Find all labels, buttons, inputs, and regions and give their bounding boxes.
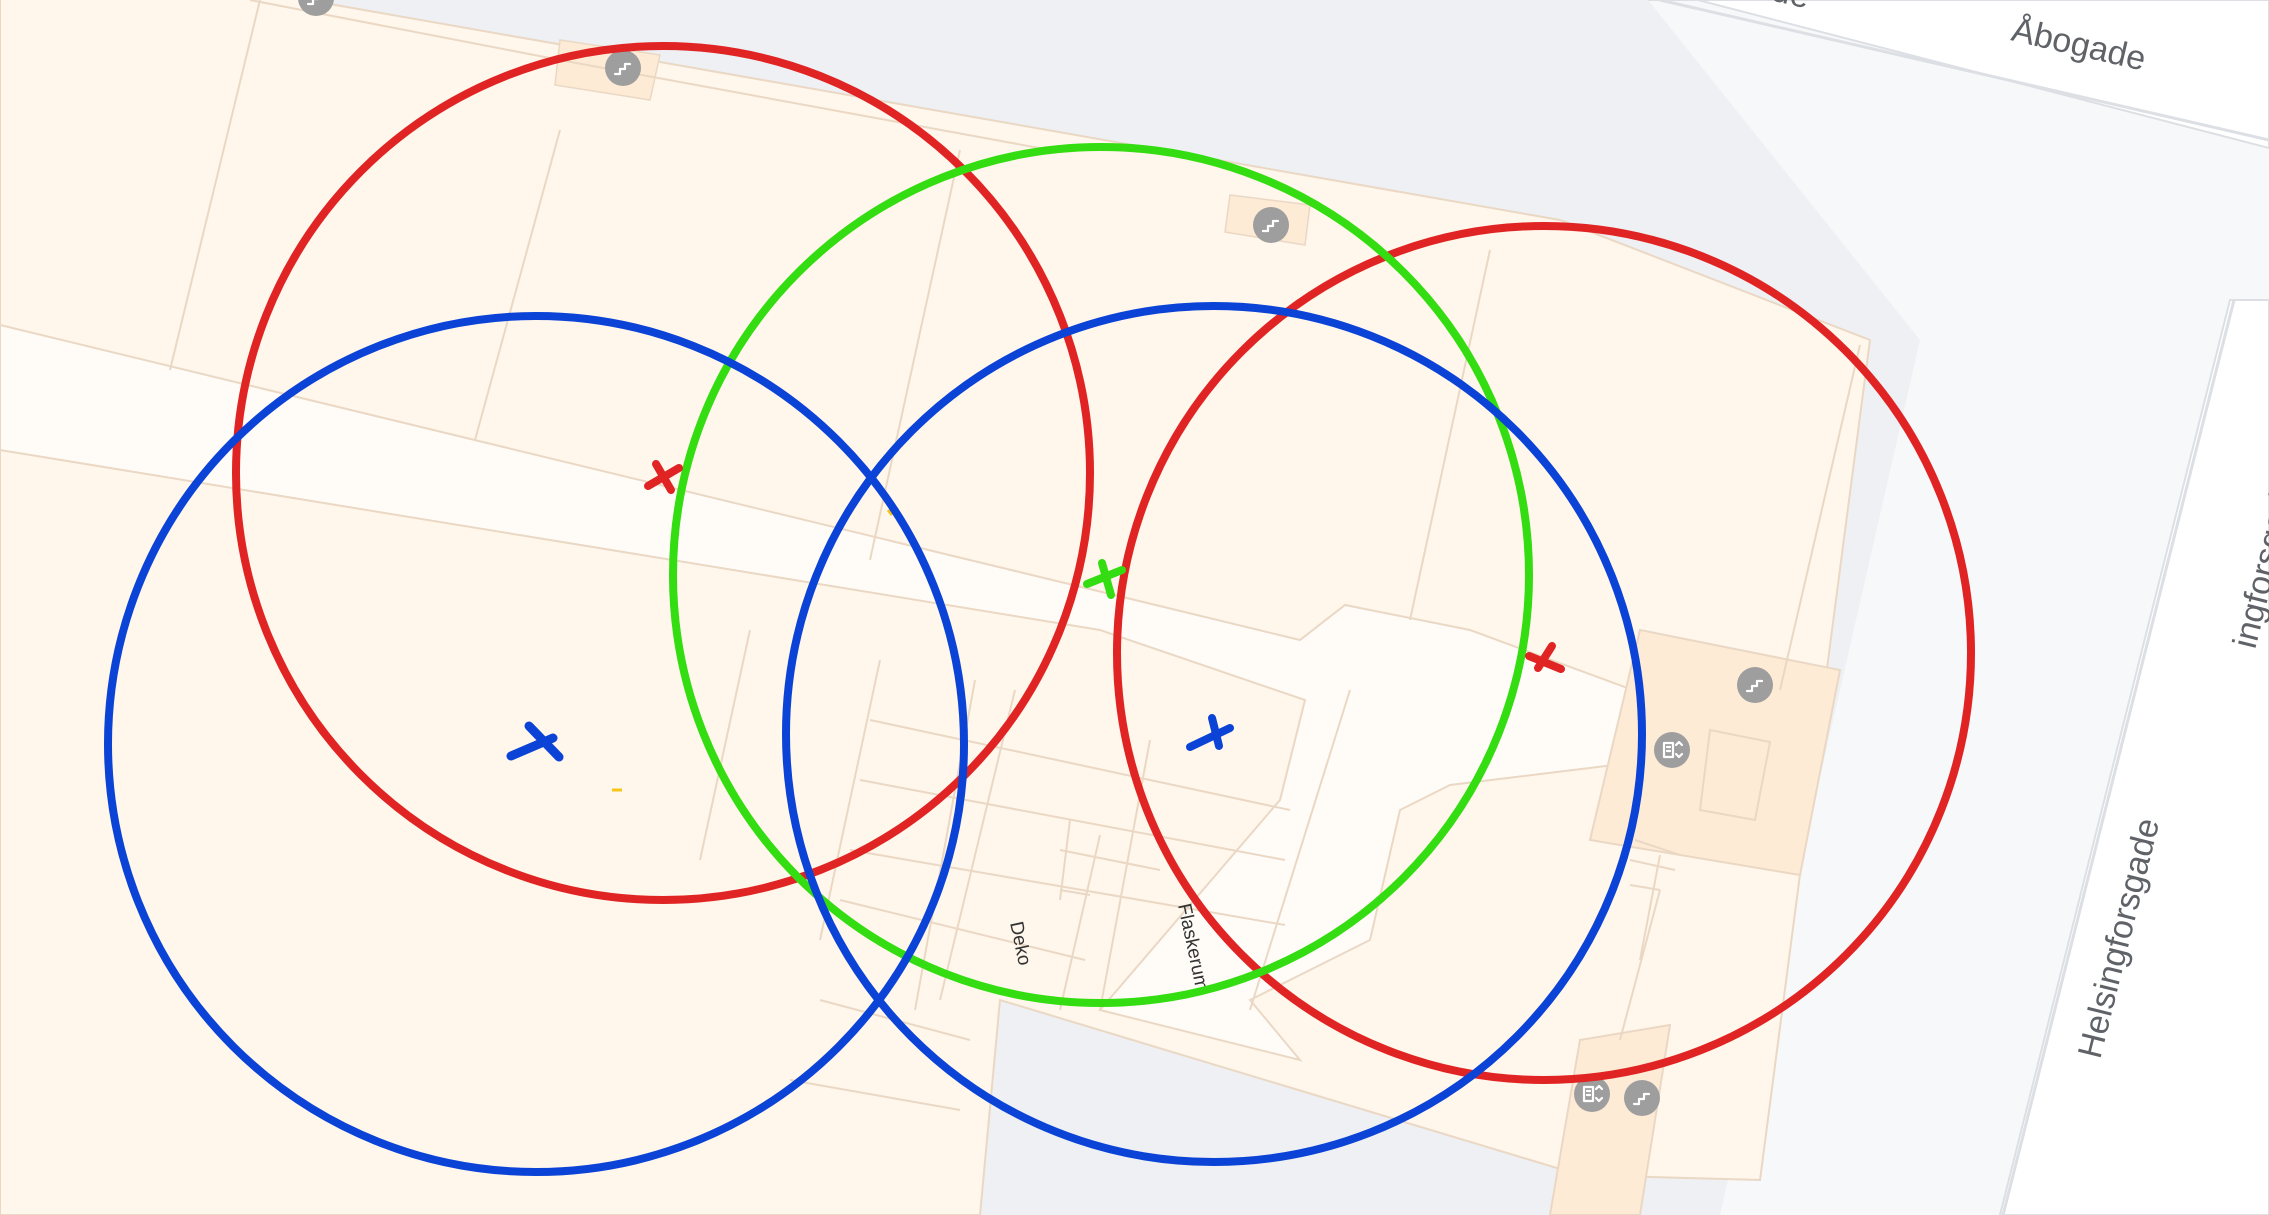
red-x-marker [644,460,683,494]
blue-circle-left [104,312,968,1176]
stairs-icon[interactable] [605,50,641,86]
blue-circle-center [782,302,1646,1166]
red-circle-top-left [232,42,1094,904]
elevator-icon[interactable] [1574,1076,1610,1112]
room-partitions [169,0,1861,1111]
annotation-circles [104,42,1975,1176]
stairs-icon[interactable] [1253,207,1289,243]
elevator-icon[interactable] [1654,732,1690,768]
stairs-icon[interactable] [1737,667,1773,703]
green-x-marker [1083,559,1126,599]
yellow-tick [886,509,894,516]
stairs-icon[interactable] [298,0,334,16]
green-circle-center [669,143,1533,1007]
street-helsingforsgade[interactable] [1998,299,2269,1215]
building-outline [0,0,1872,1215]
stairs-icon[interactable] [1624,1080,1660,1116]
red-x-marker [1525,642,1565,673]
blue-x-marker [1186,714,1234,751]
corridor[interactable] [0,323,1662,1062]
street-abogade[interactable] [1639,0,2269,150]
blue-x-marker [506,721,564,762]
small-room-east [1698,728,1772,822]
red-circle-right [1113,222,1975,1084]
